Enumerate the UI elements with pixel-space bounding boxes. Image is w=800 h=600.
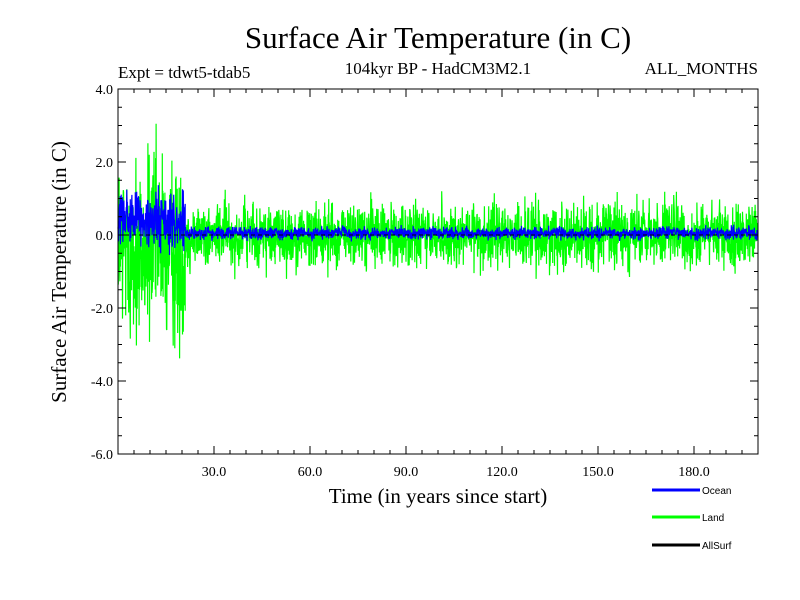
y-tick-label: -2.0	[91, 302, 113, 317]
chart-subtitle: 104kyr BP - HadCM3M2.1	[345, 59, 531, 78]
legend-label-land: Land	[702, 513, 724, 524]
months-label: ALL_MONTHS	[645, 59, 758, 78]
series-line-land	[117, 123, 759, 359]
x-tick-label: 180.0	[678, 465, 710, 480]
x-tick-label: 60.0	[298, 465, 323, 480]
x-tick-label: 150.0	[582, 465, 614, 480]
y-tick-label: -4.0	[91, 375, 113, 390]
chart-title: Surface Air Temperature (in C)	[245, 20, 631, 55]
x-tick-label: 90.0	[394, 465, 419, 480]
y-tick-label: 2.0	[96, 156, 114, 171]
series-line-ocean	[117, 185, 759, 256]
axis-ticks: 30.0 60.0 90.0 120.0 150.0 180.0 -6.0 -4.0 -2.0 0…	[91, 83, 758, 480]
experiment-label: Expt = tdwt5-tdab5	[118, 63, 250, 82]
plot-data	[117, 123, 759, 359]
y-axis-label: Surface Air Temperature (in C)	[47, 141, 71, 403]
x-tick-label: 120.0	[486, 465, 518, 480]
legend: Ocean Land AllSurf	[652, 486, 732, 552]
y-tick-label: -6.0	[91, 448, 113, 463]
y-tick-label: 0.0	[96, 229, 114, 244]
legend-label-ocean: Ocean	[702, 486, 731, 497]
x-axis-label: Time (in years since start)	[329, 484, 548, 508]
x-tick-label: 30.0	[202, 465, 227, 480]
y-tick-label: 4.0	[96, 83, 114, 98]
plot-frame	[117, 88, 759, 455]
legend-label-allsurf: AllSurf	[702, 541, 732, 552]
